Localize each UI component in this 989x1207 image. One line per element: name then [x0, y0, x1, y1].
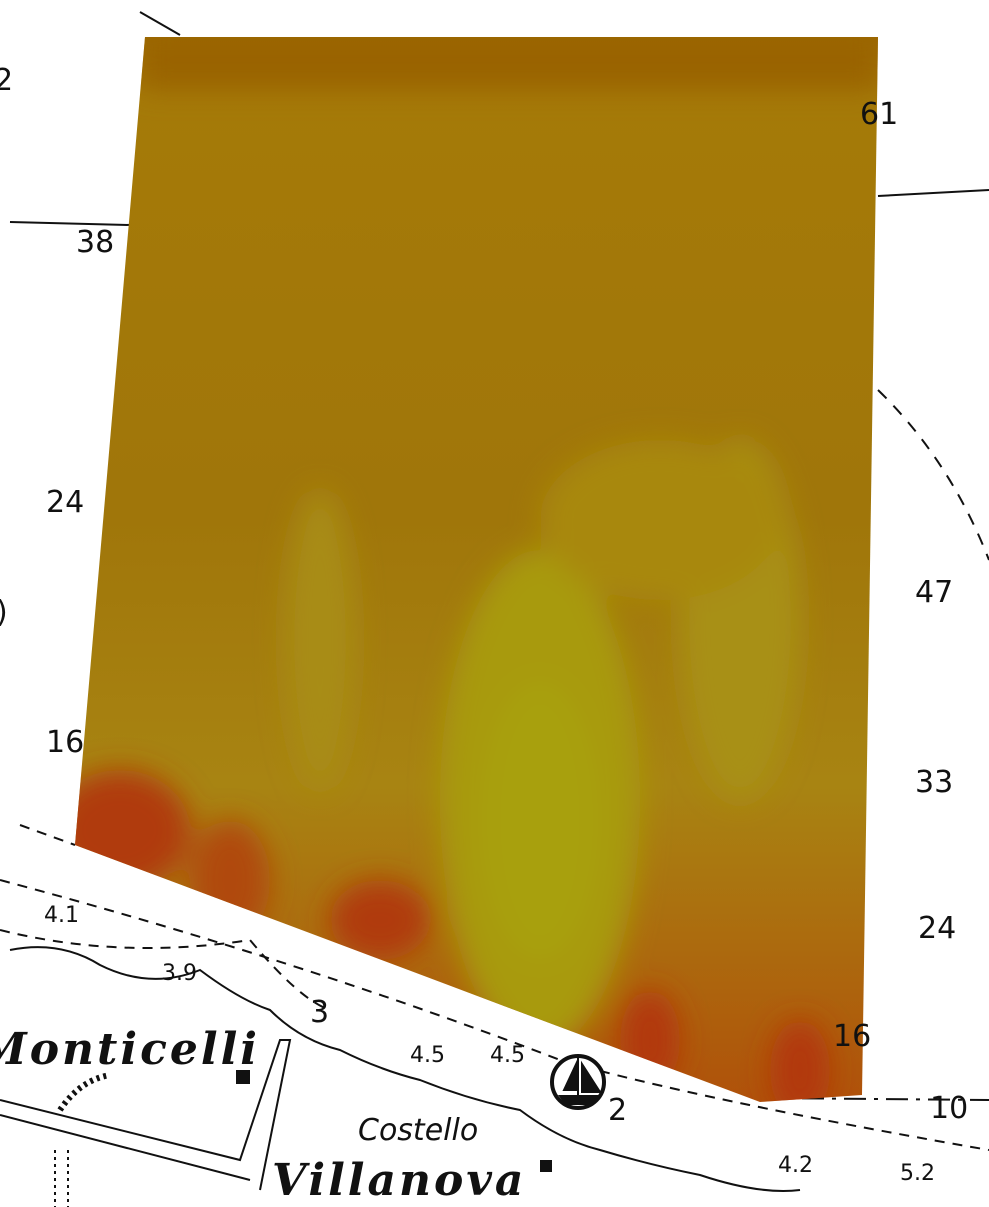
depth-label: 4.5 — [490, 1043, 525, 1068]
place-name: Monticelli — [0, 1024, 260, 1075]
depth-label: 3.9 — [162, 961, 197, 986]
depth-label: 16 — [46, 725, 84, 760]
depth-label: 24 — [918, 911, 956, 946]
depth-label: 4.5 — [410, 1043, 445, 1068]
depth-label: 5.2 — [900, 1161, 935, 1186]
overlay — [75, 37, 878, 1102]
depth-label: 61 — [860, 97, 898, 132]
place-names: Monticelli Costello Villanova — [0, 1024, 526, 1206]
depth-label: 2 — [0, 63, 13, 98]
place-name: Costello — [358, 1113, 478, 1148]
depth-label: 2 — [608, 1093, 627, 1128]
place-name: Villanova — [272, 1155, 526, 1206]
depth-label: 16 — [833, 1019, 871, 1054]
depth-label: 33 — [915, 765, 953, 800]
harbour-symbol — [236, 1054, 606, 1172]
depth-label: 10 — [930, 1091, 968, 1126]
depth-label: 3 — [310, 995, 329, 1030]
chart-lines — [0, 11, 989, 1207]
depth-label: 24 — [46, 485, 84, 520]
depth-label: 4.1 — [44, 903, 79, 928]
depth-labels: 2 61 38 24 ) 47 16 33 4.1 24 3.9 3 4.5 4… — [0, 63, 968, 1186]
depth-label: 4.2 — [778, 1153, 813, 1178]
depth-label: ) — [0, 595, 8, 630]
depth-label: 47 — [915, 575, 953, 610]
depth-label: 38 — [76, 225, 114, 260]
